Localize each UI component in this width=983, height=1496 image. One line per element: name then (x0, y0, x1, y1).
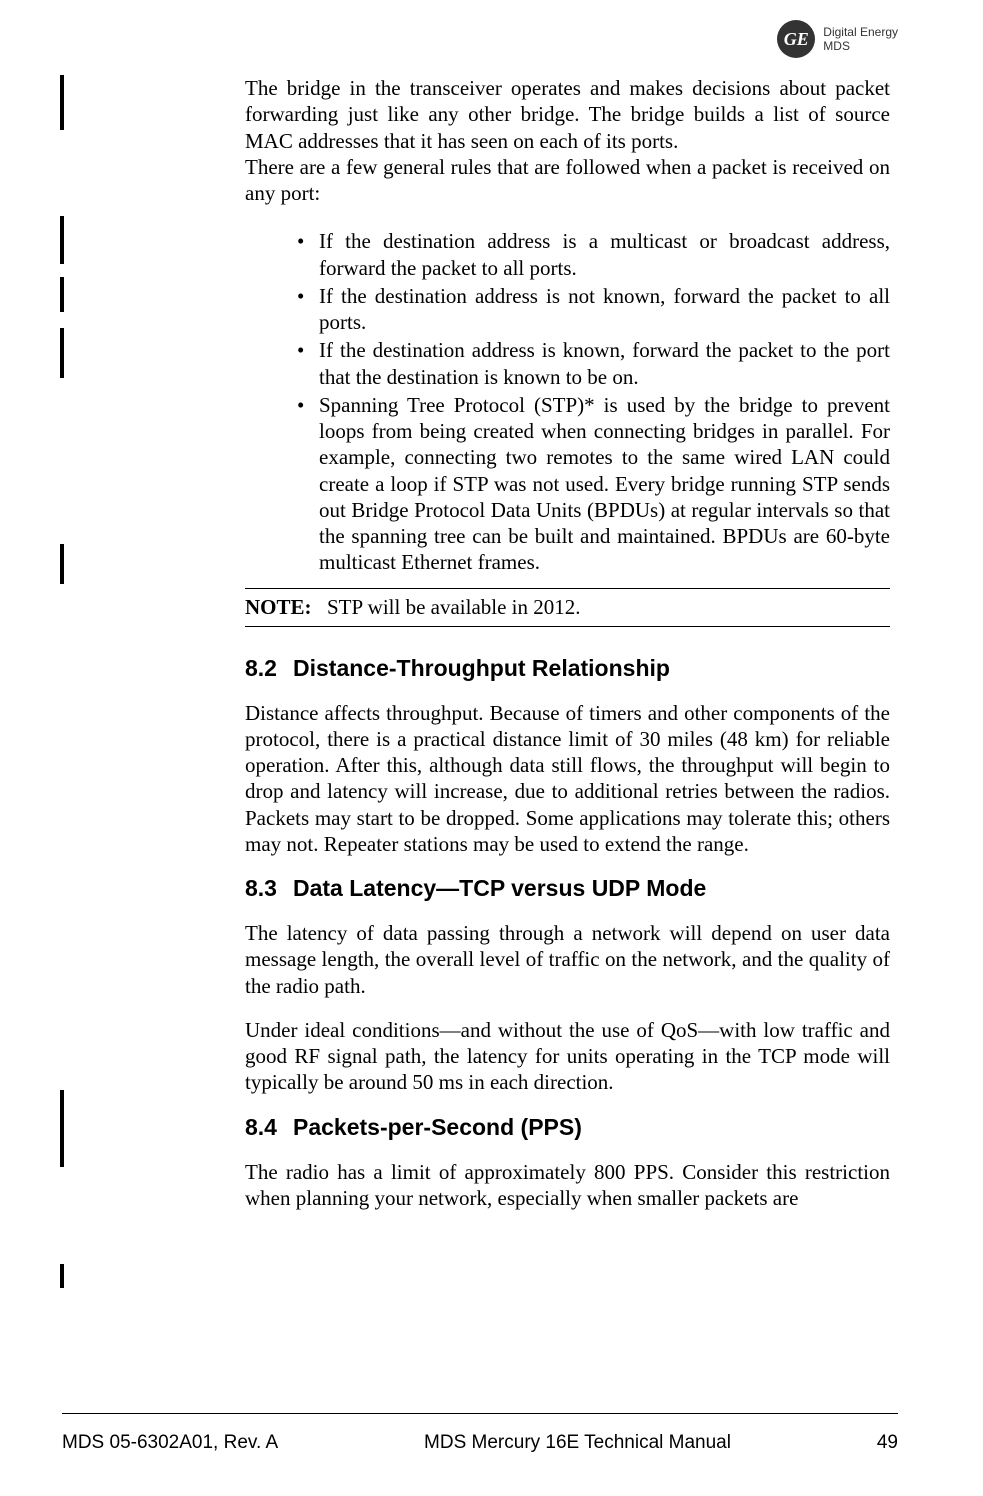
section-8.4-heading: 8.4 Packets-per-Second (PPS) (245, 1114, 890, 1141)
bullet-marker: • (297, 283, 319, 336)
revision-mark (60, 75, 64, 130)
section-8.3-num: 8.3 (245, 875, 293, 902)
section-8.4-num: 8.4 (245, 1114, 293, 1141)
revision-mark (60, 1090, 64, 1167)
ge-logo-icon: GE (777, 20, 815, 58)
section-8.2-body: Distance affects throughput. Because of … (245, 700, 890, 858)
bullet-item: •Spanning Tree Protocol (STP)* is used b… (297, 392, 890, 576)
logo-text: Digital Energy MDS (823, 25, 898, 54)
revision-mark (60, 216, 64, 264)
footer-center: MDS Mercury 16E Technical Manual (424, 1432, 731, 1454)
bullet-marker: • (297, 392, 319, 576)
bullet-list: •If the destination address is a multica… (297, 228, 890, 575)
section-8.3-body1: The latency of data passing through a ne… (245, 920, 890, 999)
revision-mark (60, 1264, 64, 1288)
bullet-marker: • (297, 228, 319, 281)
bullet-item: •If the destination address is a multica… (297, 228, 890, 281)
bullet-text: If the destination address is known, for… (319, 337, 890, 390)
intro-para2: There are a few general rules that are f… (245, 154, 890, 207)
bullet-text: If the destination address is not known,… (319, 283, 890, 336)
bullet-item: •If the destination address is not known… (297, 283, 890, 336)
section-8.2-num: 8.2 (245, 655, 293, 682)
note-section: NOTE: STP will be available in 2012. (245, 588, 890, 627)
logo-monogram: GE (784, 29, 809, 50)
intro-para1: The bridge in the transceiver operates a… (245, 75, 890, 154)
logo-line2: MDS (823, 39, 898, 53)
bullet-marker: • (297, 337, 319, 390)
footer-right: 49 (877, 1432, 898, 1454)
bullet-text: Spanning Tree Protocol (STP)* is used by… (319, 392, 890, 576)
section-8.3-body2: Under ideal conditions—and without the u… (245, 1017, 890, 1096)
bullet-item: •If the destination address is known, fo… (297, 337, 890, 390)
revision-mark (60, 544, 64, 584)
revision-marks (60, 0, 64, 1496)
section-8.4-title: Packets-per-Second (PPS) (293, 1114, 582, 1141)
page-footer: MDS 05-6302A01, Rev. A MDS Mercury 16E T… (62, 1413, 898, 1454)
section-8.3-title: Data Latency—TCP versus UDP Mode (293, 875, 706, 902)
note-label: NOTE: (245, 595, 327, 620)
section-8.3-heading: 8.3 Data Latency—TCP versus UDP Mode (245, 875, 890, 902)
bullet-text: If the destination address is a multicas… (319, 228, 890, 281)
logo-line1: Digital Energy (823, 25, 898, 39)
section-8.2-heading: 8.2 Distance-Throughput Relationship (245, 655, 890, 682)
revision-mark (60, 328, 64, 378)
note-text: STP will be available in 2012. (327, 595, 581, 620)
revision-mark (60, 277, 64, 312)
footer-left: MDS 05-6302A01, Rev. A (62, 1432, 278, 1454)
section-8.2-title: Distance-Throughput Relationship (293, 655, 670, 682)
header-logo: GE Digital Energy MDS (777, 20, 898, 58)
page-content: The bridge in the transceiver operates a… (245, 75, 890, 1211)
section-8.4-body: The radio has a limit of approximately 8… (245, 1159, 890, 1212)
